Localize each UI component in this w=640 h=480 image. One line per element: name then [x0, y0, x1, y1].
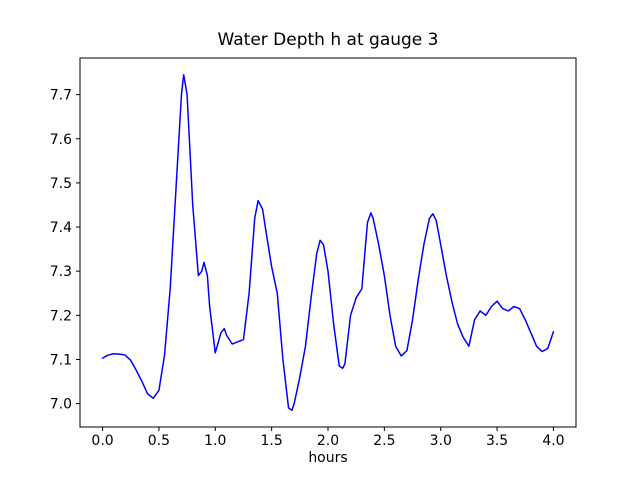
- y-tick-label: 7.6: [50, 132, 72, 148]
- x-tick-label: 3.0: [430, 433, 452, 449]
- x-tick-label: 1.0: [204, 433, 226, 449]
- y-tick-label: 7.5: [50, 176, 72, 192]
- x-tick-label: 0.5: [148, 433, 170, 449]
- x-axis-label: hours: [308, 450, 348, 466]
- y-tick-label: 7.4: [50, 220, 72, 236]
- y-tick-label: 7.7: [50, 88, 72, 104]
- x-tick-label: 2.5: [373, 433, 395, 449]
- y-tick-label: 7.3: [50, 264, 72, 280]
- chart-title: Water Depth h at gauge 3: [217, 30, 439, 50]
- x-tick-label: 4.0: [542, 433, 564, 449]
- x-tick-label: 3.5: [486, 433, 508, 449]
- data-line-water-depth-h: [101, 74, 555, 411]
- x-tick-label: 0.0: [91, 433, 113, 449]
- y-tick-label: 7.1: [50, 352, 72, 368]
- x-tick-label: 1.5: [261, 433, 283, 449]
- y-tick-label: 7.2: [50, 308, 72, 324]
- y-tick-label: 7.0: [50, 397, 72, 413]
- x-tick-label: 2.0: [317, 433, 339, 449]
- axes-spines: [79, 57, 577, 428]
